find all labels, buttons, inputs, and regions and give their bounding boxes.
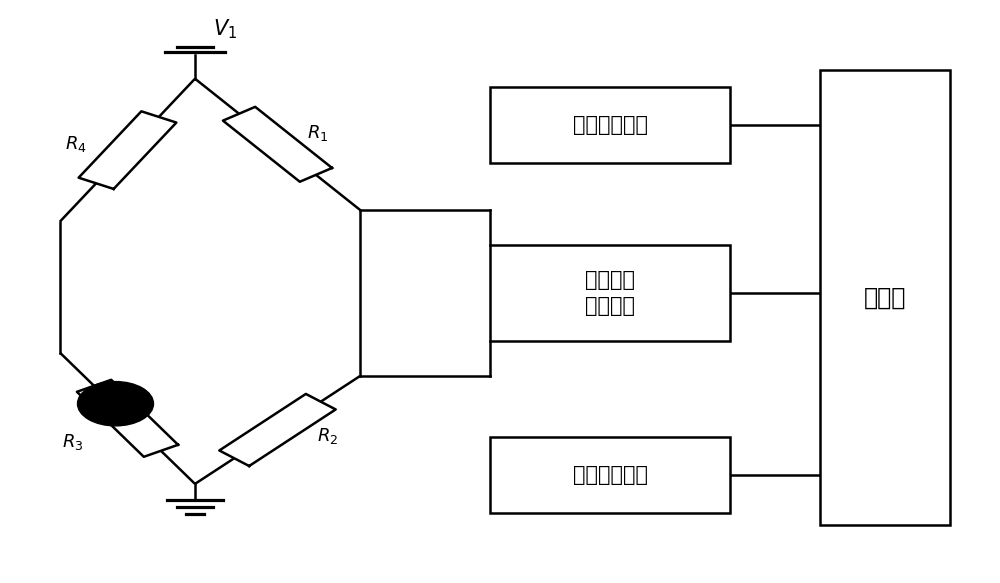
Text: 温度采集模块: 温度采集模块 xyxy=(572,115,648,135)
Text: $R_1$: $R_1$ xyxy=(307,122,328,143)
Bar xyxy=(490,87,730,163)
Text: 处理器: 处理器 xyxy=(864,285,906,310)
Bar xyxy=(490,437,730,513)
Text: $R_3$: $R_3$ xyxy=(62,431,83,452)
Text: $R_4$: $R_4$ xyxy=(65,134,86,154)
Text: 信号采集
放大模块: 信号采集 放大模块 xyxy=(585,270,635,316)
Circle shape xyxy=(78,381,154,426)
Text: 湿度采集模块: 湿度采集模块 xyxy=(572,465,648,485)
Bar xyxy=(490,245,730,341)
Bar xyxy=(820,70,950,525)
Text: $V_1$: $V_1$ xyxy=(213,17,237,41)
Text: $R_2$: $R_2$ xyxy=(317,426,338,446)
